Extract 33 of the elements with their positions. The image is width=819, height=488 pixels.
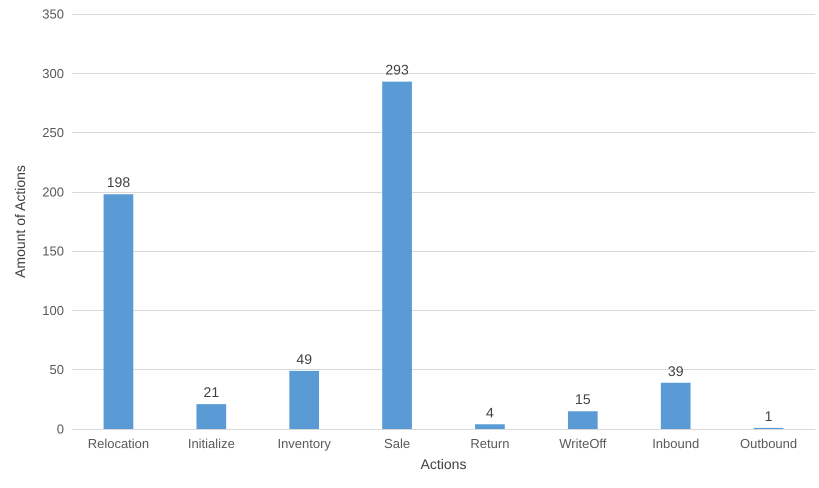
y-tick-label: 250 — [42, 125, 64, 140]
bar — [196, 404, 226, 429]
x-tick-label: Inbound — [652, 436, 700, 451]
data-label: 1 — [764, 408, 773, 424]
y-tick-label: 100 — [42, 302, 64, 318]
data-label: 49 — [296, 350, 312, 367]
y-tick-label: 200 — [42, 184, 64, 200]
bar — [475, 424, 505, 429]
bar — [104, 194, 134, 429]
bar — [382, 82, 412, 429]
x-tick-label: Initialize — [188, 436, 235, 451]
data-label: 15 — [575, 391, 591, 408]
y-tick-label: 0 — [56, 422, 64, 436]
data-label: 293 — [385, 62, 409, 78]
data-label: 21 — [204, 384, 220, 400]
y-tick-label: 350 — [42, 6, 64, 22]
y-tick-label: 50 — [50, 362, 64, 378]
x-axis-title: Actions — [420, 456, 466, 472]
x-tick-label: Relocation — [88, 436, 150, 451]
bar — [568, 411, 598, 429]
x-tick-label: Return — [470, 436, 510, 451]
y-tick-label: 150 — [42, 244, 64, 259]
data-label: 4 — [486, 404, 494, 420]
x-tick-label: WriteOff — [559, 436, 607, 451]
y-axis-title: Amount of Actions — [12, 165, 28, 278]
x-tick-label: Outbound — [740, 436, 798, 451]
x-tick-label: Sale — [384, 436, 410, 451]
bar — [660, 382, 691, 429]
y-tick-label: 300 — [42, 66, 64, 81]
data-label: 39 — [668, 362, 684, 379]
x-tick-label: Inventory — [277, 436, 332, 451]
data-label: 198 — [106, 174, 130, 190]
bar — [289, 370, 320, 429]
